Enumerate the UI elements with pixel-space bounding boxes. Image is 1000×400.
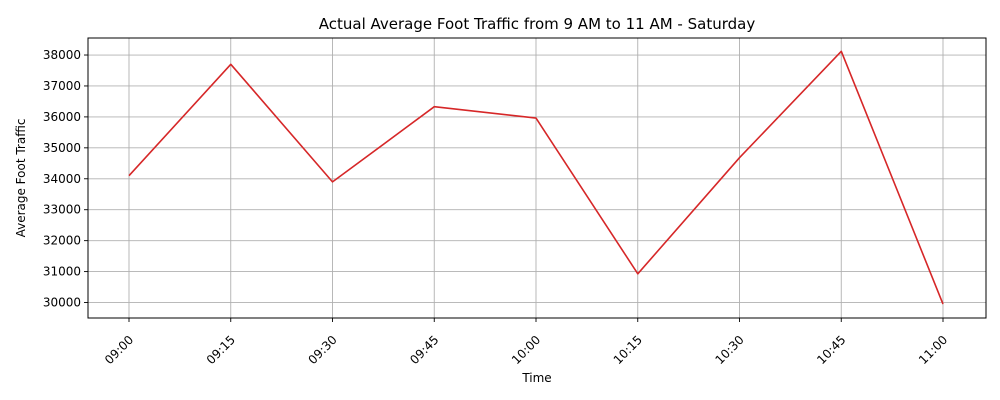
x-tick-label: 09:30 <box>305 333 339 367</box>
y-tick-label: 37000 <box>43 79 81 93</box>
y-tick-label: 38000 <box>43 48 81 62</box>
chart-title: Actual Average Foot Traffic from 9 AM to… <box>319 15 756 33</box>
x-tick-label: 09:15 <box>204 333 238 367</box>
series-line <box>128 50 944 305</box>
y-tick-label: 36000 <box>43 110 81 124</box>
y-axis: 30000 31000 32000 33000 34000 35000 36000 37000… <box>43 48 88 310</box>
y-tick-label: 33000 <box>43 203 81 217</box>
y-tick-label: 35000 <box>43 141 81 155</box>
y-tick-label: 31000 <box>43 265 81 279</box>
x-tick-label: 10:15 <box>611 333 645 367</box>
y-tick-label: 30000 <box>43 296 81 310</box>
x-axis: 09:00 09:15 09:30 09:45 10:00 10:15 10:30 10:45… <box>102 318 950 367</box>
x-tick-label: 10:30 <box>712 333 746 367</box>
x-tick-label: 11:00 <box>916 333 950 367</box>
y-tick-label: 34000 <box>43 172 81 186</box>
grid-lines <box>88 38 986 318</box>
x-axis-label: Time <box>521 371 551 385</box>
plot-frame <box>87 37 987 319</box>
x-tick-label: 09:45 <box>407 333 441 367</box>
y-axis-label: Average Foot Traffic <box>14 119 28 238</box>
y-tick-label: 32000 <box>43 234 81 248</box>
x-tick-label: 10:45 <box>814 333 848 367</box>
x-tick-label: 10:00 <box>509 333 543 367</box>
series-layer <box>128 50 944 305</box>
x-tick-label: 09:00 <box>102 333 136 367</box>
